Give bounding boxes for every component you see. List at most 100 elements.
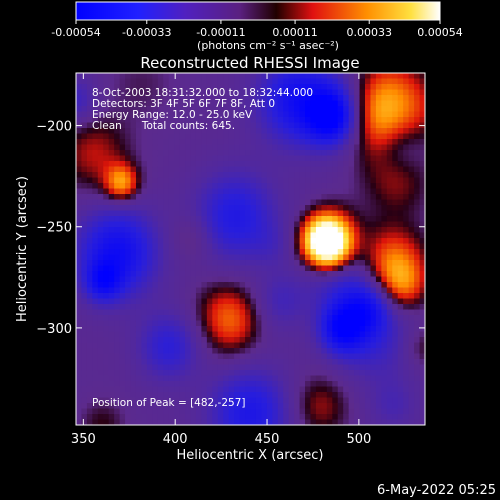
heatmap-cell	[201, 260, 207, 266]
heatmap-cell	[125, 354, 131, 360]
heatmap-cell	[158, 255, 164, 261]
heatmap-cell	[125, 139, 131, 145]
heatmap-cell	[343, 233, 349, 239]
heatmap-cell	[398, 238, 404, 244]
heatmap-cell	[136, 172, 142, 178]
heatmap-cell	[125, 332, 131, 338]
heatmap-cell	[125, 365, 131, 371]
heatmap-cell	[272, 123, 278, 129]
heatmap-cell	[141, 315, 147, 321]
heatmap-cell	[163, 222, 169, 228]
heatmap-cell	[403, 354, 409, 360]
heatmap-cell	[370, 156, 376, 162]
heatmap-cell	[310, 326, 316, 332]
heatmap-cell	[163, 277, 169, 283]
heatmap-cell	[185, 200, 191, 206]
heatmap-cell	[207, 299, 213, 305]
heatmap-cell	[87, 161, 93, 167]
heatmap-cell	[180, 244, 186, 250]
heatmap-cell	[300, 271, 306, 277]
heatmap-cell	[338, 150, 344, 156]
heatmap-cell	[256, 238, 262, 244]
heatmap-cell	[81, 326, 87, 332]
heatmap-cell	[223, 167, 229, 173]
heatmap-cell	[147, 370, 153, 376]
heatmap-cell	[327, 244, 333, 250]
heatmap-cell	[332, 238, 338, 244]
heatmap-cell	[398, 310, 404, 316]
heatmap-cell	[376, 244, 382, 250]
heatmap-cell	[174, 293, 180, 299]
heatmap-cell	[310, 398, 316, 404]
heatmap-cell	[120, 359, 126, 365]
heatmap-cell	[103, 249, 109, 255]
heatmap-cell	[300, 233, 306, 239]
heatmap-cell	[229, 304, 235, 310]
heatmap-cell	[120, 139, 126, 145]
heatmap-cell	[305, 227, 311, 233]
heatmap-cell	[272, 112, 278, 118]
heatmap-cell	[169, 150, 175, 156]
heatmap-cell	[251, 387, 257, 393]
heatmap-cell	[272, 238, 278, 244]
heatmap-cell	[201, 79, 207, 85]
heatmap-cell	[191, 293, 197, 299]
heatmap-cell	[360, 392, 366, 398]
heatmap-cell	[261, 255, 267, 261]
heatmap-cell	[370, 79, 376, 85]
heatmap-cell	[234, 299, 240, 305]
heatmap-cell	[256, 332, 262, 338]
heatmap-cell	[267, 139, 273, 145]
heatmap-cell	[338, 134, 344, 140]
heatmap-cell	[267, 216, 273, 222]
heatmap-cell	[98, 381, 104, 387]
heatmap-cell	[109, 332, 115, 338]
heatmap-cell	[141, 172, 147, 178]
heatmap-cell	[103, 326, 109, 332]
heatmap-cell	[300, 293, 306, 299]
heatmap-cell	[343, 304, 349, 310]
heatmap-cell	[278, 172, 284, 178]
heatmap-cell	[212, 161, 218, 167]
heatmap-cell	[310, 392, 316, 398]
heatmap-cell	[92, 266, 98, 272]
heatmap-cell	[294, 134, 300, 140]
heatmap-cell	[76, 211, 82, 217]
heatmap-cell	[381, 178, 387, 184]
heatmap-cell	[174, 315, 180, 321]
heatmap-cell	[414, 260, 420, 266]
heatmap-cell	[321, 398, 327, 404]
heatmap-cell	[349, 343, 355, 349]
heatmap-cell	[114, 304, 120, 310]
heatmap-cell	[403, 238, 409, 244]
heatmap-cell	[376, 216, 382, 222]
heatmap-cell	[381, 310, 387, 316]
heatmap-cell	[81, 398, 87, 404]
heatmap-cell	[321, 227, 327, 233]
heatmap-cell	[81, 310, 87, 316]
heatmap-cell	[289, 365, 295, 371]
heatmap-cell	[256, 365, 262, 371]
heatmap-cell	[294, 244, 300, 250]
heatmap-cell	[125, 211, 131, 217]
heatmap-cell	[141, 387, 147, 393]
heatmap-cell	[305, 392, 311, 398]
heatmap-cell	[229, 167, 235, 173]
heatmap-cell	[278, 194, 284, 200]
heatmap-cell	[343, 398, 349, 404]
heatmap-cell	[256, 370, 262, 376]
heatmap-cell	[92, 282, 98, 288]
heatmap-cell	[338, 337, 344, 343]
heatmap-cell	[305, 359, 311, 365]
heatmap-cell	[272, 139, 278, 145]
heatmap-cell	[212, 73, 218, 79]
heatmap-cell	[98, 161, 104, 167]
heatmap-cell	[201, 205, 207, 211]
heatmap-cell	[114, 200, 120, 206]
heatmap-cell	[207, 134, 213, 140]
heatmap-cell	[103, 216, 109, 222]
heatmap-cell	[414, 304, 420, 310]
heatmap-cell	[158, 321, 164, 327]
heatmap-cell	[191, 227, 197, 233]
heatmap-cell	[414, 183, 420, 189]
